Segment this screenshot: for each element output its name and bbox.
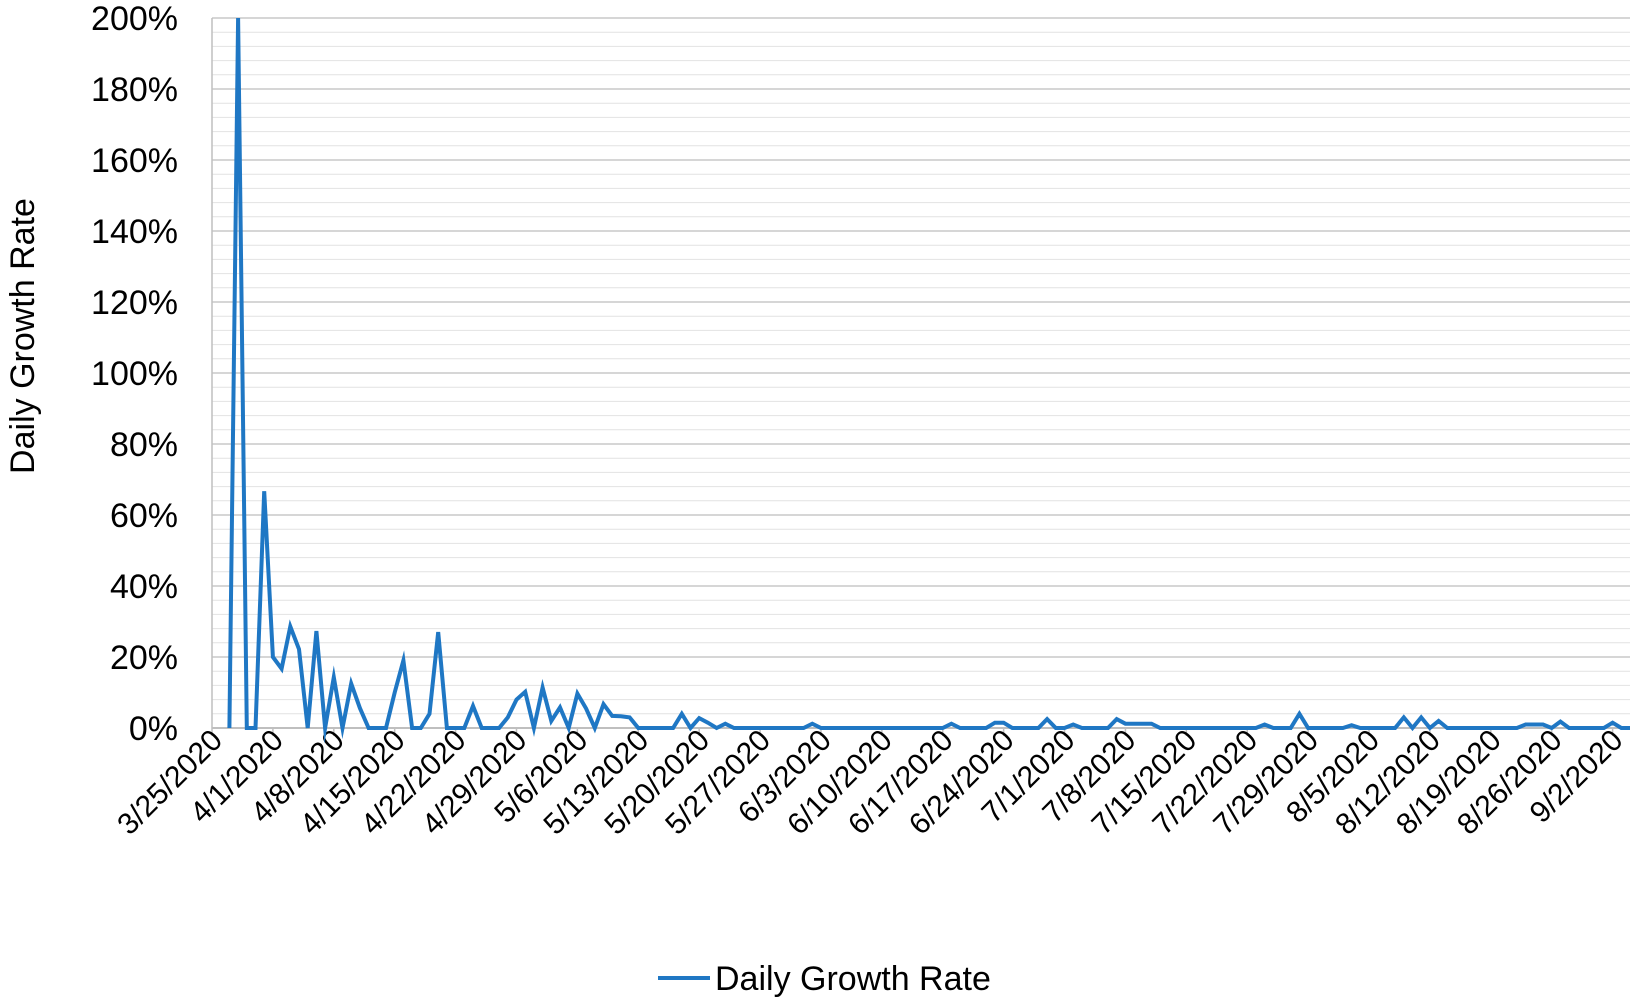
series-line-daily-growth-rate — [227, 17, 1630, 744]
y-axis-title: Daily Growth Rate — [4, 198, 42, 474]
y-axis-tick-labels: 0% 20% 40% 60% 80% 100% 120% 140% 160% 180% 200% — [91, 0, 178, 748]
y-tick-label: 0% — [129, 710, 178, 748]
y-tick-label: 100% — [91, 355, 178, 393]
y-tick-label: 140% — [91, 213, 178, 251]
y-tick-label: 200% — [91, 0, 178, 38]
y-tick-label: 20% — [110, 639, 178, 677]
y-tick-label: 180% — [91, 71, 178, 109]
y-tick-label: 120% — [91, 284, 178, 322]
y-tick-label: 40% — [110, 568, 178, 606]
y-tick-label: 80% — [110, 426, 178, 464]
series-layer — [227, 17, 1630, 744]
x-axis-tick-labels: 3/25/20204/1/20204/8/20204/15/20204/22/2… — [111, 724, 1629, 842]
legend-label: Daily Growth Rate — [715, 960, 991, 998]
gridlines — [212, 17, 1630, 715]
y-tick-label: 160% — [91, 142, 178, 180]
legend: Daily Growth Rate — [658, 960, 991, 998]
y-tick-label: 60% — [110, 497, 178, 535]
